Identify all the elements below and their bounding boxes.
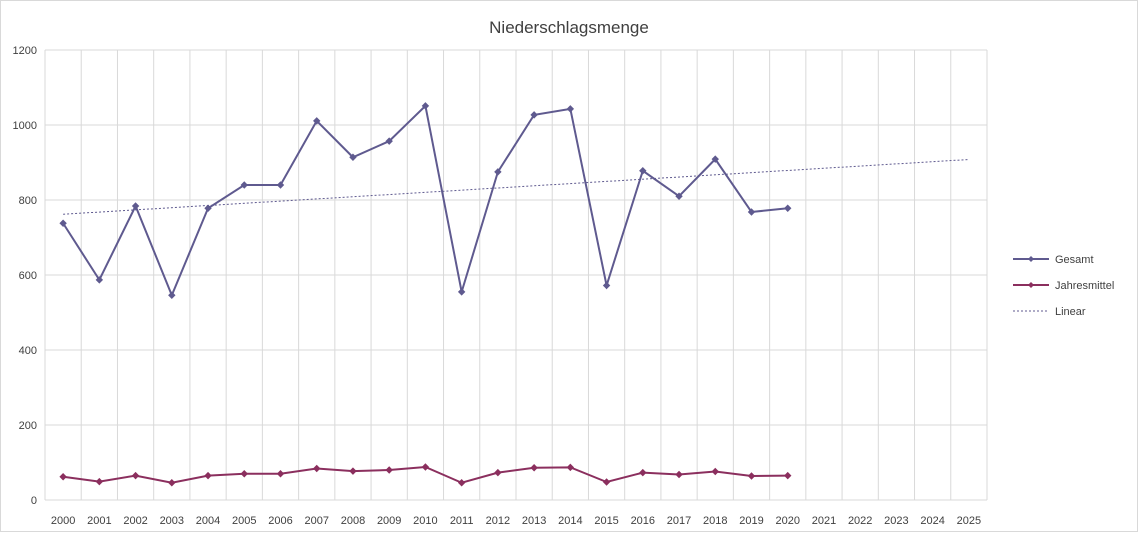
data-point-gesamt: [276, 181, 285, 189]
data-point-jahresmittel: [276, 470, 285, 478]
data-point-jahresmittel: [566, 463, 575, 472]
y-tick-label: 200: [19, 420, 37, 432]
data-point-jahresmittel: [639, 468, 647, 477]
x-tick-label: 2009: [377, 515, 401, 527]
x-tick-label: 2012: [486, 515, 510, 527]
data-point-gesamt: [494, 168, 502, 176]
data-point-jahresmittel: [711, 467, 719, 476]
data-point-jahresmittel: [349, 467, 357, 475]
data-point-gesamt: [240, 181, 248, 189]
data-point-jahresmittel: [59, 473, 67, 481]
data-point-gesamt: [421, 102, 430, 110]
x-tick-label: 2006: [268, 515, 292, 527]
data-point-jahresmittel: [494, 468, 502, 477]
data-point-gesamt: [784, 204, 792, 212]
data-point-jahresmittel: [530, 464, 538, 472]
x-tick-label: 2001: [87, 515, 111, 527]
legend-marker-jahresmittel: [1028, 282, 1034, 288]
y-tick-label: 1200: [13, 45, 37, 57]
x-tick-label: 2025: [957, 515, 981, 527]
data-point-jahresmittel: [313, 464, 321, 473]
data-point-gesamt: [602, 281, 611, 290]
data-point-gesamt: [349, 153, 357, 161]
data-point-gesamt: [313, 117, 321, 125]
data-point-gesamt: [204, 204, 212, 212]
legend-label-gesamt: Gesamt: [1055, 254, 1094, 266]
x-tick-label: 2007: [304, 515, 328, 527]
chart-title: Niederschlagsmenge: [489, 18, 649, 37]
x-tick-label: 2010: [413, 515, 437, 527]
y-tick-label: 600: [19, 270, 37, 282]
data-point-gesamt: [711, 155, 719, 163]
plot-area: 0 200 400 600 800 1000 1200 2000 2001 2002 2003 200…: [13, 45, 988, 527]
data-point-gesamt: [457, 288, 466, 296]
x-tick-label: 2014: [558, 515, 582, 527]
y-tick-label: 0: [31, 495, 37, 507]
x-tick-label: 2024: [920, 515, 944, 527]
data-point-jahresmittel: [747, 472, 756, 480]
x-tick-label: 2002: [123, 515, 147, 527]
x-tick-label: 2011: [450, 515, 474, 527]
x-tick-label: 2021: [812, 515, 836, 527]
x-tick-label: 2003: [160, 515, 184, 527]
x-tick-label: 2015: [594, 515, 618, 527]
data-point-jahresmittel: [168, 479, 176, 487]
legend: Gesamt Jahresmittel Linear: [1013, 254, 1114, 318]
data-point-jahresmittel: [421, 463, 430, 471]
data-point-gesamt: [639, 167, 647, 175]
legend-marker-gesamt: [1028, 256, 1034, 262]
y-tick-label: 400: [19, 345, 37, 357]
data-point-jahresmittel: [675, 470, 683, 479]
data-point-jahresmittel: [784, 471, 792, 480]
y-tick-label: 1000: [13, 120, 37, 132]
x-tick-label: 2004: [196, 515, 220, 527]
legend-label-jahresmittel: Jahresmittel: [1055, 280, 1114, 292]
data-point-gesamt: [385, 137, 393, 145]
x-tick-label: 2005: [232, 515, 256, 527]
data-point-jahresmittel: [385, 466, 393, 474]
data-point-jahresmittel: [602, 478, 611, 486]
data-point-jahresmittel: [95, 477, 104, 486]
data-point-gesamt: [59, 219, 67, 227]
x-tick-label: 2000: [51, 515, 75, 527]
y-tick-label: 800: [19, 195, 37, 207]
trendline-linear: [63, 159, 969, 215]
data-point-gesamt: [168, 291, 176, 299]
legend-label-linear: Linear: [1055, 306, 1086, 318]
data-point-gesamt: [675, 192, 683, 200]
data-point-gesamt: [566, 105, 575, 113]
x-tick-label: 2017: [667, 515, 691, 527]
data-point-gesamt: [530, 111, 538, 119]
data-point-jahresmittel: [204, 471, 212, 480]
x-tick-label: 2016: [631, 515, 655, 527]
data-point-gesamt: [95, 276, 104, 284]
x-tick-label: 2013: [522, 515, 546, 527]
data-point-gesamt: [747, 208, 756, 216]
x-tick-label: 2023: [884, 515, 908, 527]
x-tick-label: 2018: [703, 515, 727, 527]
x-tick-label: 2020: [775, 515, 799, 527]
data-point-jahresmittel: [457, 479, 466, 487]
data-point-gesamt: [131, 202, 140, 210]
x-tick-label: 2022: [848, 515, 872, 527]
series-line-gesamt: [62, 103, 788, 298]
data-point-jahresmittel: [131, 471, 140, 480]
x-tick-label: 2019: [739, 515, 763, 527]
x-tick-label: 2008: [341, 515, 365, 527]
data-point-jahresmittel: [240, 470, 248, 478]
